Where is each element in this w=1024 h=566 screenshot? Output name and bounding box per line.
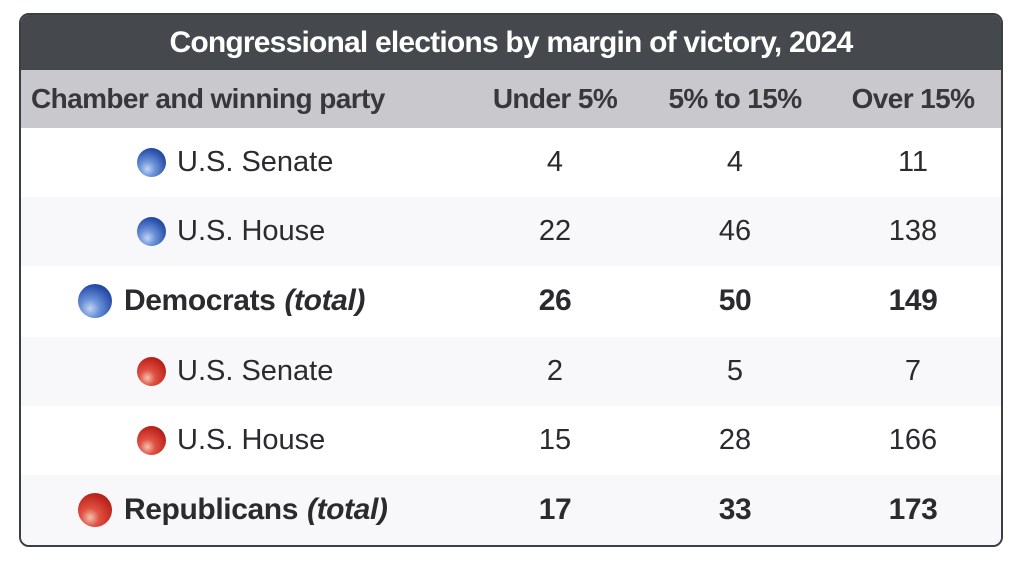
row-label: U.S. Senate	[177, 354, 334, 387]
row-label-suffix: (total)	[306, 492, 388, 526]
value-5-to-15: 46	[718, 215, 752, 248]
row-label-cell: U.S. Senate	[21, 146, 465, 179]
row-label: Democrats	[124, 284, 276, 318]
table-row-rep-house: U.S. House 15 28 166	[21, 405, 1001, 475]
value-over-15: 7	[904, 354, 922, 387]
row-label-cell: U.S. Senate	[21, 355, 465, 388]
row-label-cell: Republicans (total)	[21, 492, 465, 527]
value-under-5: 15	[538, 423, 572, 456]
column-header-5-to-15: 5% to 15%	[668, 83, 802, 114]
row-label-cell: U.S. House	[21, 424, 465, 457]
value-5-to-15: 28	[718, 423, 752, 456]
value-over-15: 166	[888, 423, 938, 456]
row-label-cell: U.S. House	[21, 215, 465, 248]
row-label-cell: Democrats (total)	[21, 284, 465, 319]
democrat-dot-icon	[137, 148, 166, 178]
row-label: U.S. Senate	[177, 146, 334, 179]
democrat-dot-icon	[78, 284, 112, 319]
value-5-to-15: 5	[726, 354, 744, 387]
row-label-suffix: (total)	[284, 284, 365, 318]
column-header-over-15: Over 15%	[851, 83, 975, 114]
value-under-5: 17	[538, 492, 572, 526]
republican-dot-icon	[78, 492, 112, 527]
value-over-15: 173	[888, 492, 938, 526]
table-header-row: Chamber and winning party Under 5% 5% to…	[21, 70, 1001, 128]
table-title-bar: Congressional elections by margin of vic…	[21, 15, 1001, 70]
table-row-dem-total: Democrats (total) 26 50 149	[21, 266, 1001, 337]
table-row-dem-house: U.S. House 22 46 138	[21, 197, 1001, 267]
value-under-5: 26	[538, 284, 572, 318]
value-over-15: 138	[888, 215, 938, 248]
value-over-15: 11	[897, 146, 929, 179]
row-label: U.S. House	[177, 423, 326, 456]
row-label: U.S. House	[177, 215, 326, 248]
column-header-chamber: Chamber and winning party	[31, 83, 385, 114]
value-under-5: 4	[546, 146, 564, 179]
election-table-card: Congressional elections by margin of vic…	[19, 13, 1003, 547]
value-over-15: 149	[888, 284, 938, 318]
republican-dot-icon	[137, 356, 166, 386]
table-row-rep-total: Republicans (total) 17 33 173	[21, 474, 1001, 545]
table-row-rep-senate: U.S. Senate 2 5 7	[21, 336, 1001, 406]
value-5-to-15: 33	[718, 492, 752, 526]
table-title: Congressional elections by margin of vic…	[169, 25, 853, 59]
republican-dot-icon	[137, 425, 166, 455]
value-5-to-15: 50	[718, 284, 752, 318]
value-5-to-15: 4	[726, 146, 744, 179]
democrat-dot-icon	[137, 217, 166, 247]
value-under-5: 2	[546, 354, 564, 387]
table-row-dem-senate: U.S. Senate 4 4 11	[21, 128, 1001, 198]
row-label: Republicans	[124, 492, 298, 526]
column-header-under-5: Under 5%	[492, 83, 618, 114]
value-under-5: 22	[538, 215, 572, 248]
